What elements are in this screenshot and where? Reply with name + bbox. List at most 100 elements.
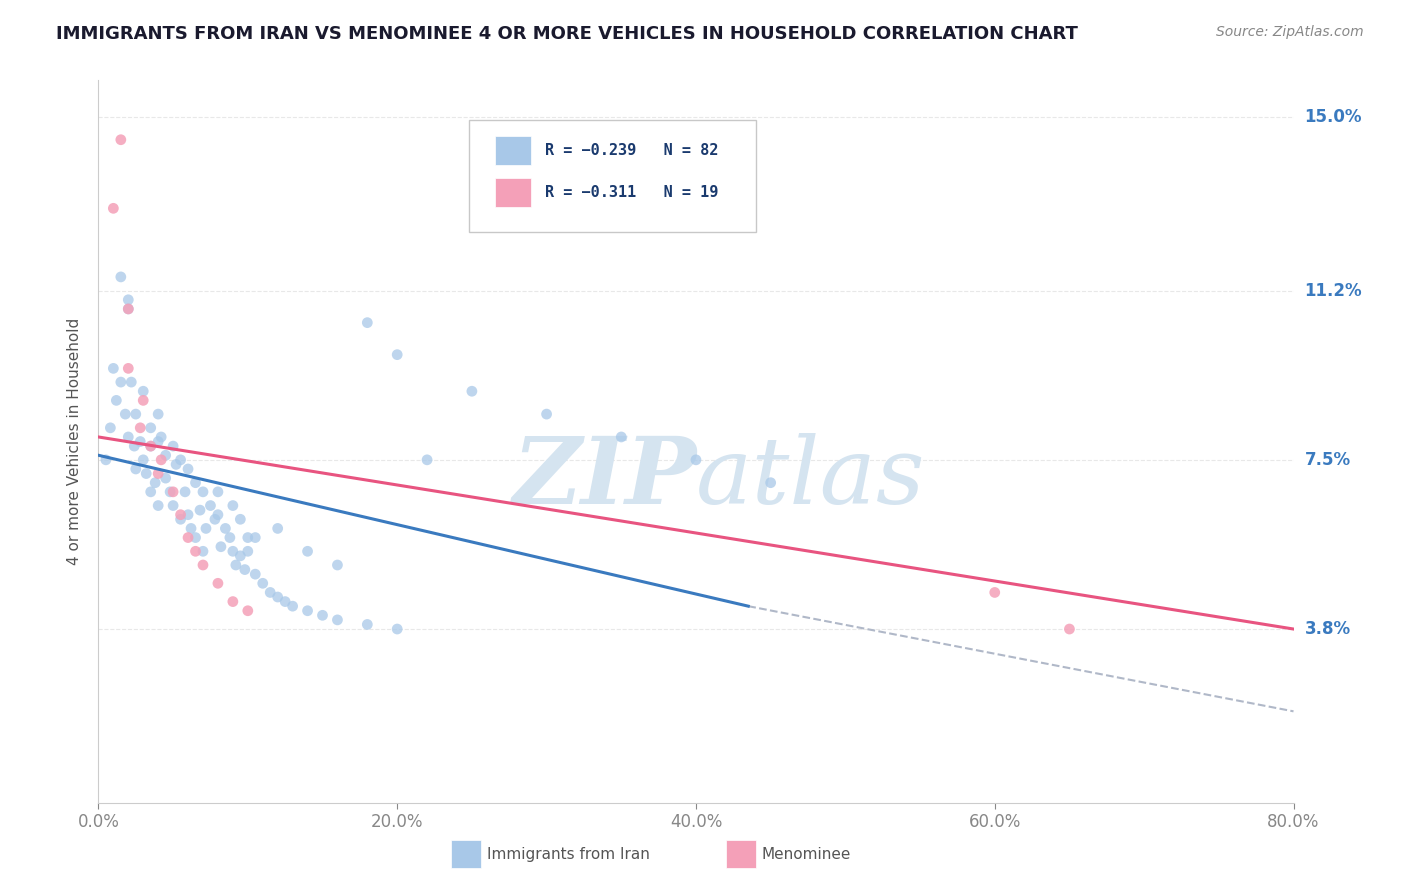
Point bbox=[356, 617, 378, 632]
Text: 11.2%: 11.2% bbox=[1305, 282, 1362, 300]
Point bbox=[125, 407, 148, 421]
Point bbox=[177, 508, 200, 522]
Text: Source: ZipAtlas.com: Source: ZipAtlas.com bbox=[1216, 25, 1364, 39]
Point bbox=[297, 604, 319, 618]
Point bbox=[416, 453, 439, 467]
Point bbox=[143, 475, 166, 490]
Point bbox=[148, 434, 170, 449]
Point bbox=[229, 512, 252, 526]
Point bbox=[311, 608, 333, 623]
Point bbox=[162, 439, 184, 453]
Point bbox=[177, 531, 200, 545]
Point bbox=[148, 499, 170, 513]
Point bbox=[114, 407, 136, 421]
Point bbox=[132, 393, 155, 408]
Point bbox=[222, 499, 245, 513]
Point bbox=[207, 484, 229, 499]
Point bbox=[124, 439, 146, 453]
Point bbox=[191, 484, 214, 499]
Point bbox=[326, 613, 349, 627]
Point bbox=[135, 467, 157, 481]
Text: ZIP: ZIP bbox=[512, 433, 696, 523]
Point bbox=[610, 430, 633, 444]
Point bbox=[245, 531, 267, 545]
Point bbox=[229, 549, 252, 563]
Point bbox=[356, 316, 378, 330]
Point bbox=[191, 558, 214, 572]
Point bbox=[155, 471, 177, 485]
Point bbox=[207, 576, 229, 591]
Point bbox=[132, 384, 155, 399]
Point bbox=[103, 361, 125, 376]
Point bbox=[207, 508, 229, 522]
Point bbox=[219, 531, 242, 545]
Point bbox=[385, 622, 409, 636]
Point bbox=[105, 393, 128, 408]
Point bbox=[117, 430, 139, 444]
Point bbox=[685, 453, 707, 467]
Point bbox=[110, 375, 132, 389]
Text: R = −0.239   N = 82: R = −0.239 N = 82 bbox=[546, 143, 718, 158]
Point bbox=[165, 458, 187, 472]
Point bbox=[117, 301, 139, 316]
Point bbox=[214, 521, 236, 535]
Point bbox=[236, 544, 259, 558]
Point bbox=[297, 544, 319, 558]
Point bbox=[129, 434, 152, 449]
Point bbox=[139, 439, 162, 453]
Point bbox=[132, 453, 155, 467]
Point bbox=[259, 585, 281, 599]
Point bbox=[169, 453, 191, 467]
Point bbox=[139, 484, 162, 499]
Point bbox=[117, 293, 139, 307]
Point bbox=[200, 499, 222, 513]
Point bbox=[759, 475, 782, 490]
Text: 7.5%: 7.5% bbox=[1305, 450, 1351, 469]
Point bbox=[267, 521, 290, 535]
Point bbox=[461, 384, 484, 399]
Bar bbox=[725, 840, 756, 868]
Bar bbox=[451, 840, 481, 868]
Point bbox=[180, 521, 202, 535]
Text: Menominee: Menominee bbox=[762, 847, 851, 863]
Point bbox=[155, 448, 177, 462]
Point bbox=[191, 544, 214, 558]
Point bbox=[110, 133, 132, 147]
Text: 3.8%: 3.8% bbox=[1305, 620, 1351, 638]
Point bbox=[195, 521, 218, 535]
Point bbox=[204, 512, 226, 526]
Point bbox=[1059, 622, 1081, 636]
Point bbox=[174, 484, 197, 499]
Text: IMMIGRANTS FROM IRAN VS MENOMINEE 4 OR MORE VEHICLES IN HOUSEHOLD CORRELATION CH: IMMIGRANTS FROM IRAN VS MENOMINEE 4 OR M… bbox=[56, 25, 1078, 43]
Point bbox=[222, 594, 245, 608]
Point bbox=[159, 484, 181, 499]
Text: atlas: atlas bbox=[696, 433, 925, 523]
Text: 15.0%: 15.0% bbox=[1305, 108, 1362, 126]
Point bbox=[536, 407, 558, 421]
Point bbox=[98, 421, 122, 435]
Point bbox=[139, 421, 162, 435]
Point bbox=[169, 508, 191, 522]
Point bbox=[184, 475, 207, 490]
Point bbox=[184, 544, 207, 558]
Point bbox=[385, 348, 409, 362]
Bar bbox=[495, 136, 531, 165]
Point bbox=[169, 512, 191, 526]
Point bbox=[326, 558, 349, 572]
Point bbox=[162, 484, 184, 499]
Y-axis label: 4 or more Vehicles in Household: 4 or more Vehicles in Household bbox=[67, 318, 83, 566]
Point bbox=[148, 407, 170, 421]
Point bbox=[233, 563, 256, 577]
Point bbox=[150, 453, 173, 467]
Point bbox=[209, 540, 232, 554]
Text: Immigrants from Iran: Immigrants from Iran bbox=[486, 847, 650, 863]
Point bbox=[252, 576, 274, 591]
Point bbox=[110, 269, 132, 284]
Point bbox=[267, 590, 290, 604]
Point bbox=[129, 421, 152, 435]
Point bbox=[117, 361, 139, 376]
Point bbox=[120, 375, 142, 389]
Point bbox=[222, 544, 245, 558]
Point bbox=[225, 558, 247, 572]
FancyBboxPatch shape bbox=[470, 120, 756, 232]
